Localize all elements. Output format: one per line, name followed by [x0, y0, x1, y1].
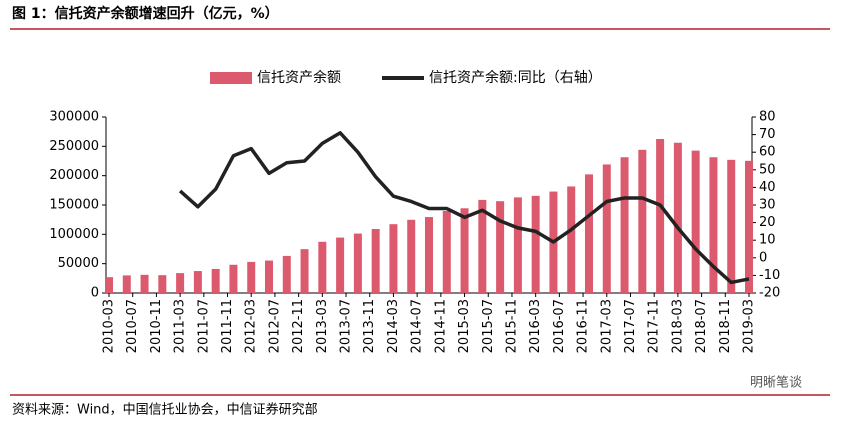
- bar: [656, 139, 665, 293]
- bar: [122, 275, 131, 293]
- x-tick-label: 2018-03: [670, 299, 685, 353]
- bar: [691, 150, 700, 293]
- chart-title: 图 1：信托资产余额增速回升（亿元，%）: [12, 5, 279, 22]
- x-tick-label: 2010-11: [149, 299, 164, 353]
- bar: [105, 277, 113, 293]
- bar: [353, 233, 362, 293]
- bar: [496, 201, 505, 293]
- bar: [585, 174, 593, 293]
- x-tick-label: 2017-07: [623, 299, 638, 353]
- bar: [229, 264, 238, 293]
- x-tick-label: 2011-07: [196, 299, 211, 353]
- bar: [158, 275, 167, 293]
- bar: [531, 195, 540, 293]
- y-tick-label: 0: [91, 286, 99, 301]
- bar: [336, 237, 345, 293]
- y-tick-label: 100000: [49, 227, 99, 242]
- bar: [567, 186, 576, 293]
- x-tick-label: 2019-03: [742, 299, 757, 353]
- y2-tick-label: 10: [759, 233, 776, 248]
- x-tick-label: 2012-07: [267, 299, 282, 353]
- x-tick-label: 2018-07: [694, 299, 709, 353]
- bar: [727, 159, 736, 293]
- bar: [460, 208, 469, 293]
- y2-tick-label: -10: [759, 268, 780, 283]
- x-tick-label: 2010-07: [125, 299, 140, 353]
- x-tick-label: 2017-11: [647, 299, 662, 353]
- x-tick-label: 2018-11: [718, 299, 733, 353]
- x-tick-label: 2013-07: [339, 299, 354, 353]
- x-tick-label: 2012-03: [244, 299, 259, 353]
- x-tick-label: 2016-07: [552, 299, 567, 353]
- x-tick-label: 2015-03: [457, 299, 472, 353]
- y2-tick-label: 0: [759, 250, 767, 265]
- bar: [389, 224, 398, 293]
- bar: [247, 261, 256, 293]
- y-tick-label: 150000: [49, 198, 99, 213]
- bar: [282, 255, 291, 293]
- bar: [318, 241, 327, 293]
- bar: [211, 268, 220, 293]
- x-tick-label: 2016-03: [528, 299, 543, 353]
- bar: [300, 249, 309, 293]
- bar: [745, 160, 753, 293]
- x-tick-label: 2014-07: [410, 299, 425, 353]
- bar: [620, 157, 629, 293]
- x-tick-label: 2015-11: [504, 299, 519, 353]
- y2-tick-label: 30: [759, 198, 776, 213]
- x-tick-label: 2014-11: [433, 299, 448, 353]
- x-tick-label: 2017-03: [599, 299, 614, 353]
- bar: [442, 210, 451, 293]
- x-tick-label: 2012-11: [291, 299, 306, 353]
- y2-tick-label: 20: [759, 215, 776, 230]
- legend-label: 信托资产余额:同比（右轴）: [429, 69, 602, 86]
- bar: [425, 217, 433, 293]
- y2-tick-label: 50: [759, 162, 776, 177]
- bar: [602, 164, 611, 293]
- bar: [478, 199, 487, 293]
- y2-tick-label: 80: [759, 110, 776, 125]
- bar: [407, 219, 416, 293]
- x-tick-label: 2010-03: [102, 299, 117, 353]
- bar: [265, 260, 273, 293]
- x-tick-label: 2011-11: [220, 299, 235, 353]
- y2-tick-label: 70: [759, 127, 776, 142]
- watermark: 明晰笔谈: [750, 375, 802, 391]
- bar: [371, 228, 380, 293]
- y2-tick-label: 60: [759, 145, 776, 160]
- legend-label: 信托资产余额: [257, 69, 341, 86]
- x-tick-label: 2013-11: [362, 299, 377, 353]
- source: 资料来源：Wind，中国信托业协会，中信证券研究部: [12, 402, 318, 418]
- line: [178, 131, 750, 285]
- bar: [673, 142, 682, 293]
- x-tick-label: 2015-07: [481, 299, 496, 353]
- bar: [709, 157, 718, 293]
- bar: [140, 274, 149, 293]
- x-tick-label: 2016-11: [576, 299, 591, 353]
- bar: [193, 271, 202, 293]
- bar: [513, 197, 522, 293]
- y2-tick-label: -20: [759, 286, 780, 301]
- y-tick-label: 200000: [49, 168, 99, 183]
- bar: [638, 149, 647, 293]
- y-tick-label: 300000: [49, 110, 99, 125]
- x-tick-label: 2014-03: [386, 299, 401, 353]
- legend-swatch: [210, 72, 252, 84]
- y-tick-label: 250000: [49, 139, 99, 154]
- bar: [176, 273, 185, 293]
- x-tick-label: 2013-03: [315, 299, 330, 353]
- x-tick-label: 2011-03: [173, 299, 188, 353]
- y-tick-label: 50000: [58, 256, 99, 271]
- y2-tick-label: 40: [759, 180, 776, 195]
